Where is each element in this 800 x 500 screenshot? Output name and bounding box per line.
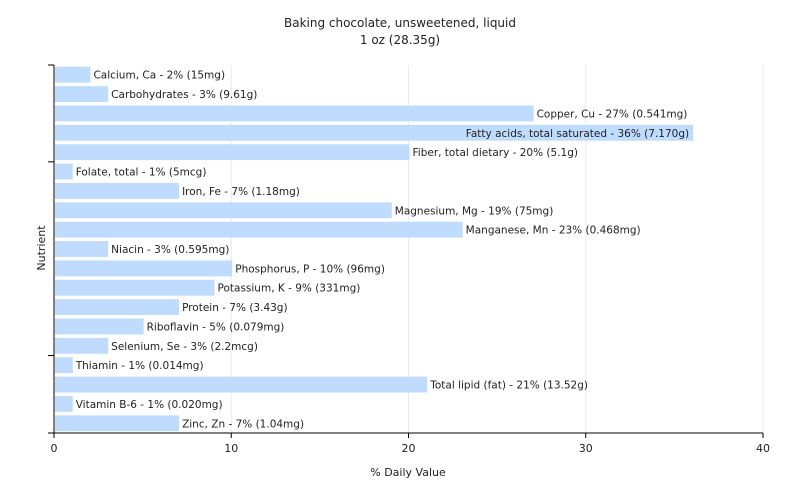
bar-label-9: Niacin - 3% (0.595mg) <box>111 244 229 256</box>
bar-label-16: Total lipid (fat) - 21% (13.52g) <box>429 380 588 392</box>
bar-12 <box>55 299 180 316</box>
bar-6 <box>55 182 180 199</box>
bar-14 <box>55 337 109 354</box>
bar-label-18: Zinc, Zn - 7% (1.04mg) <box>182 418 304 430</box>
bar-18 <box>55 415 180 432</box>
bar-label-14: Selenium, Se - 3% (2.2mcg) <box>111 341 258 353</box>
bar-label-7: Magnesium, Mg - 19% (75mg) <box>395 205 554 217</box>
bar-17 <box>55 396 73 412</box>
bar-4 <box>55 144 410 161</box>
bar-2 <box>55 105 534 122</box>
chart-title: Baking chocolate, unsweetened, liquid <box>284 16 516 30</box>
chart-subtitle: 1 oz (28.35g) <box>360 33 440 47</box>
axes-group: 0 10 20 30 40 <box>48 64 770 455</box>
bar-label-6: Iron, Fe - 7% (1.18mg) <box>182 186 300 198</box>
bar-label-5: Folate, total - 1% (5mcg) <box>76 167 207 179</box>
bar-label-1: Carbohydrates - 3% (9.61g) <box>111 89 257 101</box>
bar-label-17: Vitamin B-6 - 1% (0.020mg) <box>76 399 223 411</box>
bar-13 <box>55 318 144 335</box>
x-tick-label-2: 20 <box>402 442 416 455</box>
bar-label-10: Phosphorus, P - 10% (96mg) <box>235 263 385 275</box>
bar-5 <box>55 163 73 180</box>
x-tick-label-3: 30 <box>579 442 593 455</box>
bar-label-13: Riboflavin - 5% (0.079mg) <box>147 321 285 333</box>
bar-label-2: Copper, Cu - 27% (0.541mg) <box>537 108 688 120</box>
bar-8 <box>55 221 463 238</box>
bar-label-3: Fatty acids, total saturated - 36% (7.17… <box>466 128 689 140</box>
bar-label-4: Fiber, total dietary - 20% (5.1g) <box>413 147 578 159</box>
x-tick-label-1: 10 <box>224 442 238 455</box>
bar-7 <box>55 202 392 219</box>
bar-0 <box>55 66 91 83</box>
x-tick-label-0: 0 <box>51 442 58 455</box>
bar-15 <box>55 357 73 374</box>
bars-group: Calcium, Ca - 2% (15mg) Carbohydrates - 3… <box>55 66 694 432</box>
bar-label-12: Protein - 7% (3.43g) <box>182 302 288 314</box>
bar-16 <box>55 376 428 393</box>
bar-1 <box>55 86 109 102</box>
bar-label-8: Manganese, Mn - 23% (0.468mg) <box>466 225 641 237</box>
bar-label-15: Thiamin - 1% (0.014mg) <box>75 360 204 372</box>
x-tick-label-4: 40 <box>756 442 770 455</box>
y-axis-title: Nutrient <box>35 225 48 271</box>
bar-10 <box>55 260 233 277</box>
bar-3 <box>55 124 694 141</box>
x-axis-title: % Daily Value <box>370 466 446 479</box>
bar-11 <box>55 279 215 296</box>
bar-label-0: Calcium, Ca - 2% (15mg) <box>93 70 225 82</box>
bar-label-11: Potassium, K - 9% (331mg) <box>218 283 361 295</box>
bar-9 <box>55 241 109 257</box>
